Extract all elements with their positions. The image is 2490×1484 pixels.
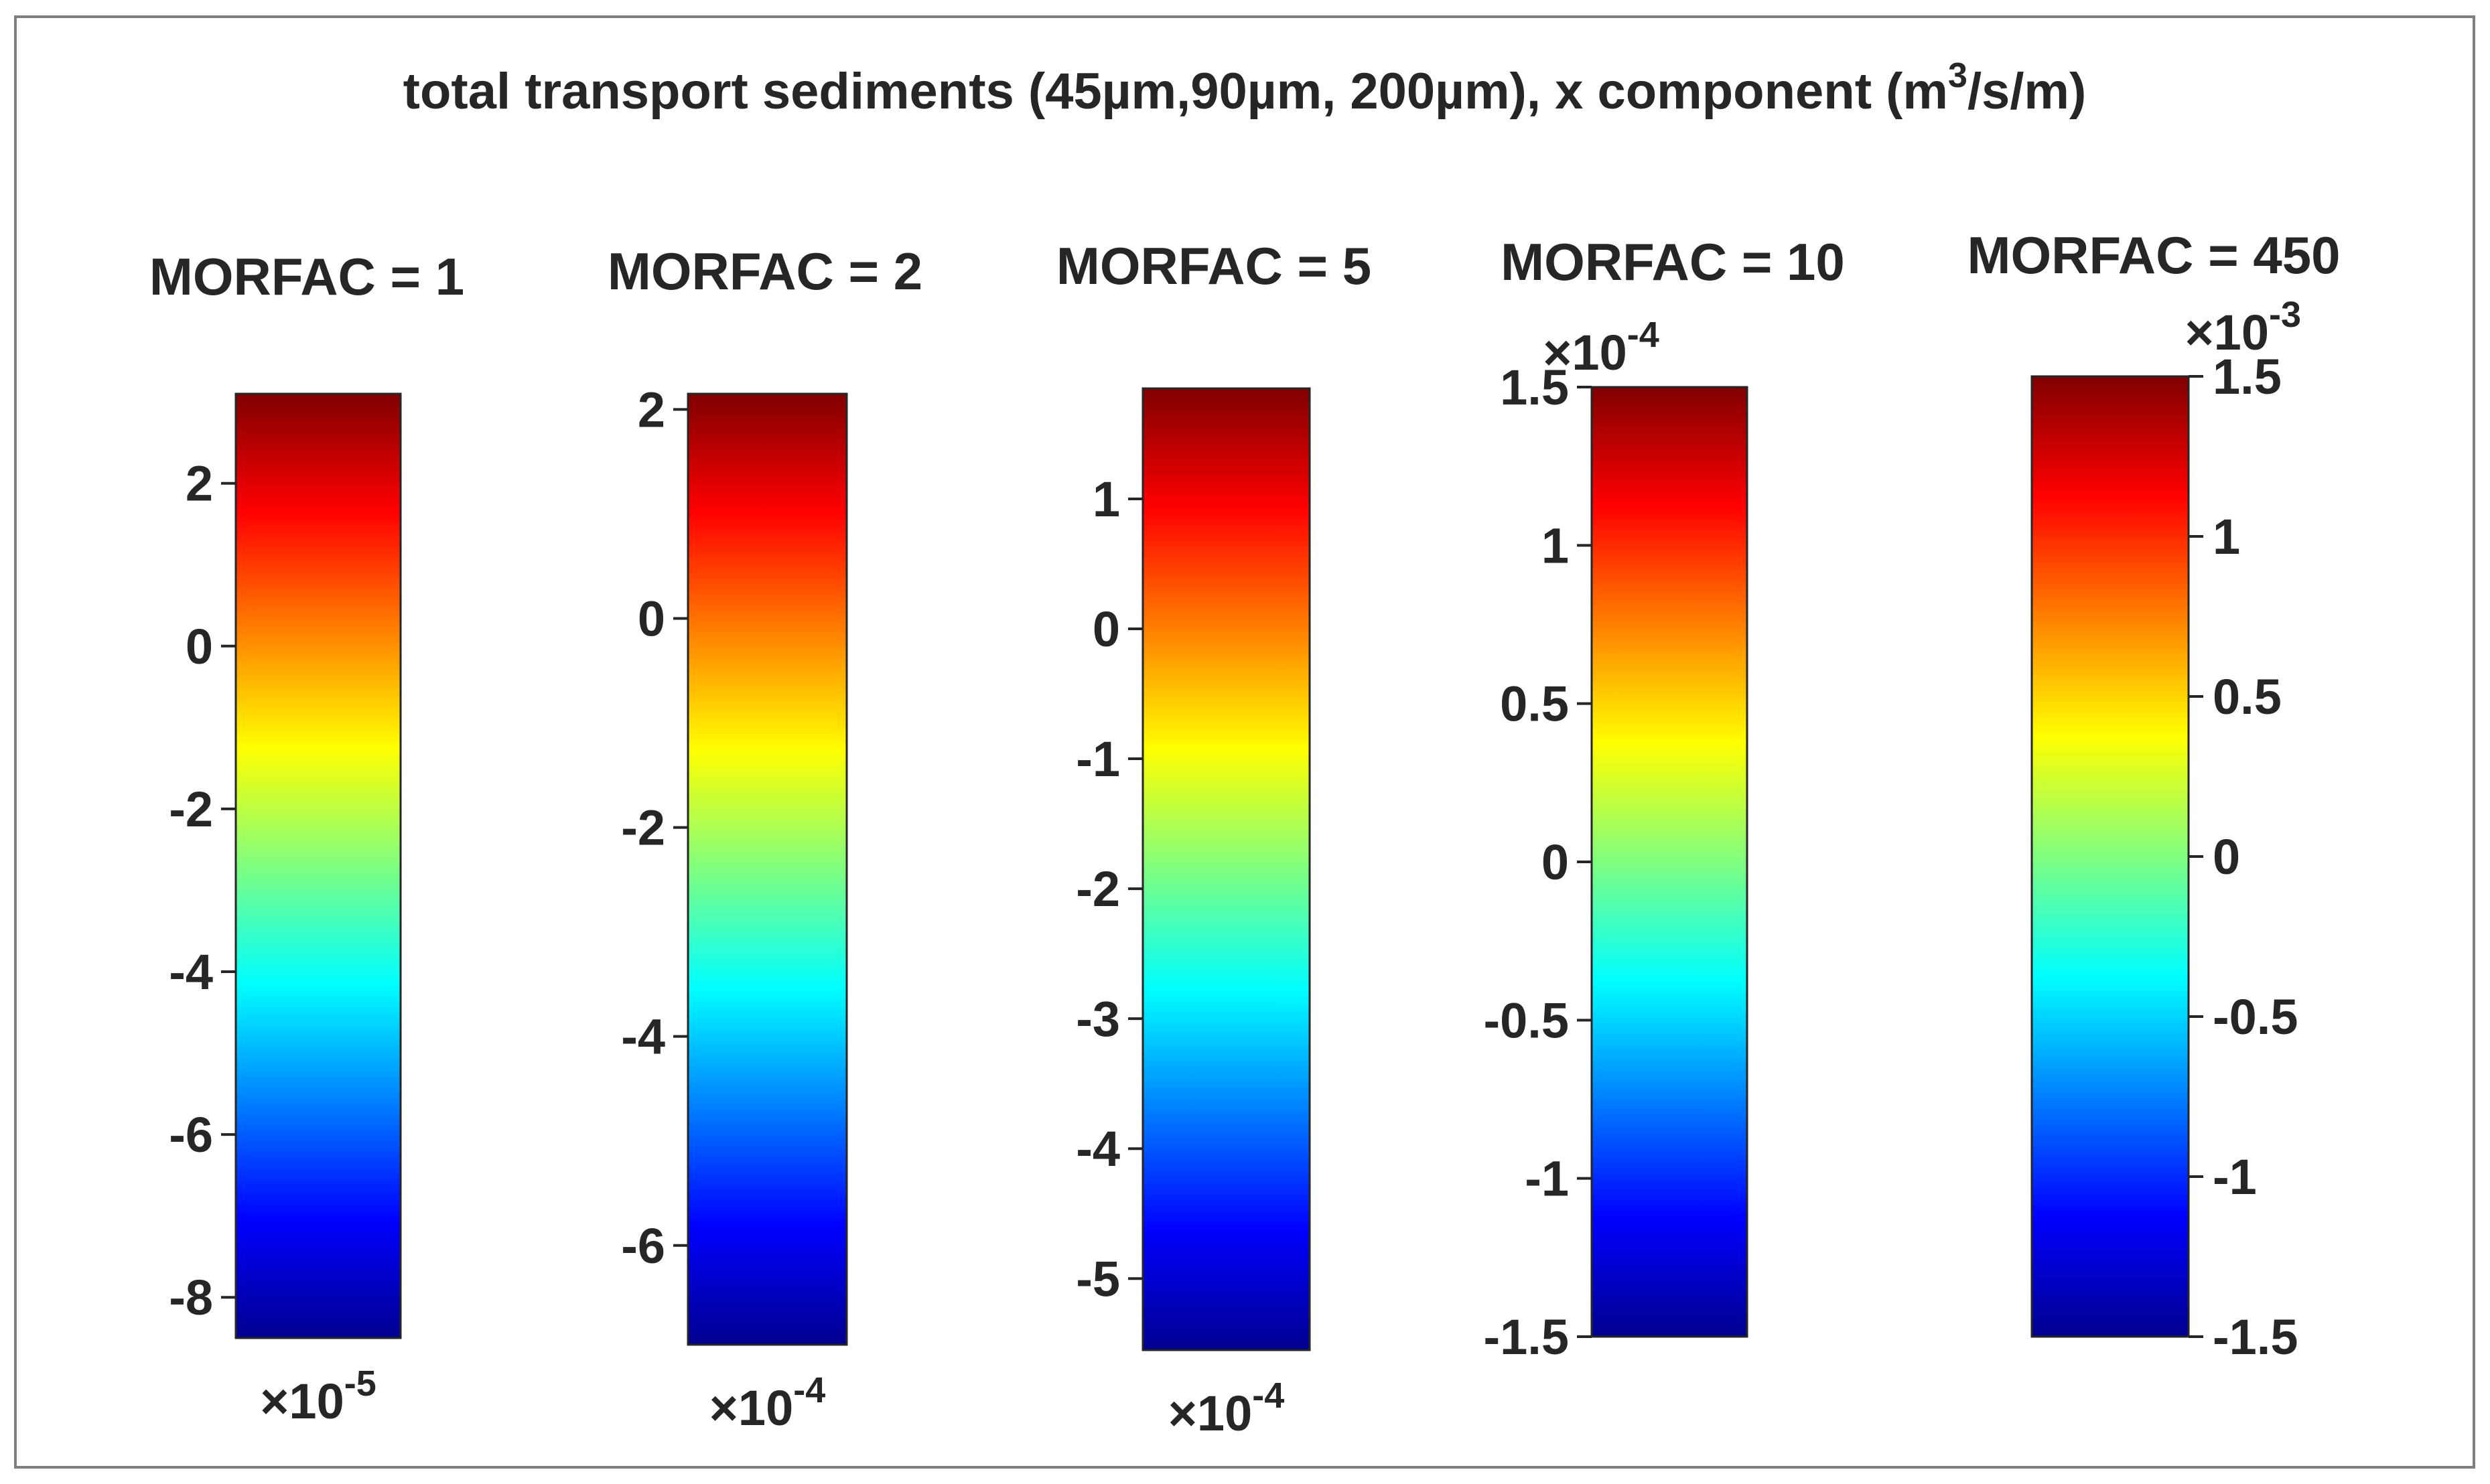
colorbar-exponent-label: ×10-3 <box>2185 295 2301 360</box>
exponent-power: -4 <box>1252 1376 1284 1416</box>
colorbar-tick-label: 1 <box>1541 518 1569 573</box>
colorbar-exponent-label: ×10-4 <box>1543 315 1659 380</box>
colorbar-gradient <box>234 392 402 1339</box>
colorbar-3: MORFAC = 510-1-2-3-4-5×10-4 <box>1056 236 1371 1441</box>
chart-title: total transport sediments (45µm,90µm, 20… <box>403 56 2087 120</box>
colorbar-tick-label: 1.5 <box>2213 349 2282 404</box>
colorbar-tick-label: 1 <box>2213 509 2240 565</box>
colorbar-title: MORFAC = 450 <box>1967 226 2340 285</box>
colorbar-tick-label: 0 <box>186 619 213 674</box>
colorbar-tick-label: -1 <box>1076 731 1120 787</box>
colorbar-tick-label: 0.5 <box>1500 676 1569 732</box>
colorbar-gradient <box>2030 375 2190 1338</box>
exponent-power: -5 <box>344 1363 376 1404</box>
exponent-base: ×10 <box>1168 1386 1253 1441</box>
chart-title-suffix: /s/m) <box>1967 63 2086 120</box>
colorbar-tick-label: 0.5 <box>2213 669 2282 725</box>
exponent-power: -4 <box>793 1370 825 1410</box>
colorbar-gradient <box>1142 387 1311 1351</box>
colorbar-tick-label: 2 <box>186 456 213 512</box>
colorbar-tick-label: -0.5 <box>2213 989 2298 1045</box>
colorbar-tick-label: 1.5 <box>1500 360 1569 415</box>
colorbar-tick-label: -2 <box>1076 861 1120 917</box>
chart-title-main: total transport sediments (45µm,90µm, 20… <box>403 63 1948 120</box>
colorbar-gradient <box>1590 386 1748 1338</box>
colorbar-tick-label: -4 <box>1076 1121 1120 1177</box>
colorbar-tick-label: -6 <box>169 1107 213 1163</box>
exponent-base: ×10 <box>2185 305 2269 360</box>
colorbar-tick-label: 2 <box>638 382 665 437</box>
exponent-base: ×10 <box>709 1380 794 1436</box>
colorbar-tick-label: -5 <box>1076 1251 1120 1307</box>
colorbar-tick-label: -6 <box>621 1218 665 1274</box>
colorbar-gradient <box>687 392 848 1346</box>
colorbar-tick-label: -3 <box>1076 991 1120 1047</box>
colorbar-tick-label: -1.5 <box>1483 1309 1569 1365</box>
exponent-power: -3 <box>2269 295 2301 335</box>
colorbar-tick-label: -4 <box>621 1009 665 1065</box>
colorbar-4: MORFAC = 10 1.5 1 0.5 0 -0.5 -1 -1.5 ×10-4 <box>1483 232 1844 1365</box>
colorbar-tick-label: -1 <box>1525 1151 1569 1207</box>
colorbar-exponent-label: ×10-5 <box>260 1363 376 1429</box>
colorbar-tick-label: 0 <box>1093 601 1120 657</box>
exponent-power: -4 <box>1627 315 1659 355</box>
colorbar-exponent-label: ×10-4 <box>709 1370 826 1436</box>
colorbar-title: MORFAC = 2 <box>608 242 922 301</box>
exponent-base: ×10 <box>1543 325 1627 380</box>
colorbar-tick-label: 1 <box>1093 471 1120 527</box>
colorbar-tick-label: 0 <box>2213 829 2240 885</box>
colorbar-2: MORFAC = 220-2-4-6×10-4 <box>608 242 922 1436</box>
colorbar-tick-label: -1 <box>2213 1149 2257 1205</box>
colorbar-tick-label: -1.5 <box>2213 1309 2298 1365</box>
colorbar-tick-label: -8 <box>169 1270 213 1325</box>
colorbar-title: MORFAC = 1 <box>149 247 464 306</box>
colorbar-tick-label: -2 <box>169 782 213 837</box>
colorbar-1: MORFAC = 1 2 0 -2 -4 -6 -8 ×10-5 <box>149 247 464 1429</box>
colorbar-tick-label: -2 <box>621 800 665 856</box>
colorbar-5: MORFAC = 450 1.5 1 0.5 0 -0.5 -1 -1.5 ×10-3 <box>1967 226 2340 1365</box>
colorbar-tick-label: 0 <box>1541 834 1569 890</box>
colorbar-exponent-label: ×10-4 <box>1168 1376 1285 1441</box>
colorbar-tick-label: -4 <box>169 944 213 1000</box>
exponent-base: ×10 <box>260 1374 344 1429</box>
colorbar-tick-label: 0 <box>638 591 665 646</box>
chart-title-superscript: 3 <box>1948 56 1967 95</box>
colorbar-title: MORFAC = 5 <box>1056 236 1371 295</box>
colorbar-tick-label: -0.5 <box>1483 992 1569 1048</box>
colorbar-title: MORFAC = 10 <box>1501 232 1845 291</box>
